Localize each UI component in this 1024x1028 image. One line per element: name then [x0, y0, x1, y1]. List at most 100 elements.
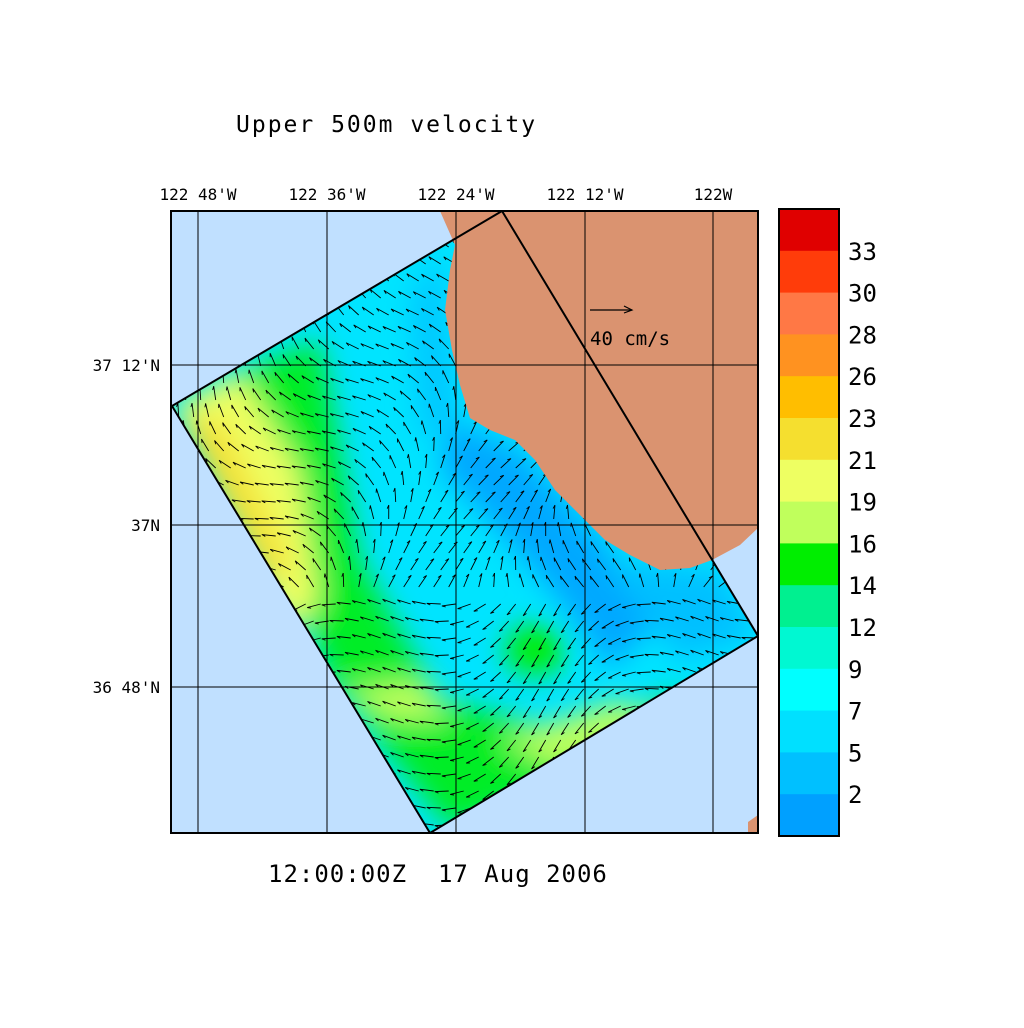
velocity-arrow — [576, 540, 585, 554]
velocity-arrow — [276, 499, 291, 503]
velocity-arrow — [424, 453, 428, 469]
velocity-arrow — [404, 617, 419, 622]
velocity-arrow — [538, 739, 547, 753]
plot-title: Upper 500m velocity — [236, 112, 537, 138]
lon-label: 122 36'W — [288, 185, 365, 204]
velocity-arrow — [375, 377, 389, 384]
velocity-arrow — [448, 472, 457, 486]
colorbar-label: 19 — [848, 489, 877, 517]
velocity-arrow — [269, 517, 284, 520]
velocity-arrow — [254, 482, 269, 486]
velocity-arrow — [255, 445, 269, 452]
velocity-arrow — [492, 572, 496, 588]
velocity-arrow — [336, 635, 351, 639]
velocity-arrow — [522, 705, 532, 719]
velocity-arrow — [540, 556, 547, 571]
velocity-arrow — [719, 617, 734, 622]
velocity-arrow — [545, 488, 552, 503]
velocity-arrow — [407, 373, 419, 384]
velocity-arrow — [498, 688, 510, 700]
velocity-arrow — [463, 541, 473, 554]
velocity-arrow — [295, 355, 307, 367]
velocity-arrow — [382, 598, 396, 605]
velocity-arrow — [365, 555, 369, 571]
velocity-arrow — [478, 474, 489, 486]
velocity-arrow — [226, 386, 232, 401]
velocity-arrow — [375, 488, 382, 503]
velocity-arrow — [241, 443, 254, 452]
velocity-arrow — [493, 539, 500, 554]
velocity-arrow — [428, 403, 435, 418]
velocity-arrow — [473, 773, 486, 782]
velocity-arrow — [404, 651, 419, 656]
velocity-arrow — [301, 375, 314, 384]
velocity-arrow — [531, 620, 540, 634]
velocity-arrow — [284, 447, 299, 452]
velocity-arrow — [588, 620, 600, 631]
velocity-arrow — [434, 688, 449, 692]
velocity-arrow — [518, 573, 525, 588]
velocity-arrow — [594, 671, 606, 681]
velocity-arrow — [418, 540, 427, 554]
velocity-arrow — [376, 409, 389, 418]
velocity-arrow — [446, 402, 450, 418]
velocity-arrow — [478, 439, 488, 452]
velocity-arrow — [498, 654, 510, 666]
velocity-arrow — [410, 557, 419, 571]
colorbar-label: 28 — [848, 321, 877, 349]
velocity-arrow — [433, 471, 440, 486]
velocity-arrow — [292, 530, 306, 537]
velocity-arrow — [248, 369, 255, 384]
velocity-arrow — [227, 441, 239, 452]
velocity-arrow — [574, 688, 585, 701]
velocity-arrow — [636, 671, 651, 675]
velocity-arrow — [490, 773, 502, 784]
velocity-arrow — [352, 395, 366, 401]
velocity-arrow — [302, 543, 314, 554]
velocity-arrow — [465, 654, 479, 662]
colorbar-label: 16 — [848, 530, 877, 558]
velocity-arrow — [261, 534, 276, 537]
velocity-field — [172, 211, 758, 833]
velocity-arrow — [411, 634, 426, 639]
velocity-arrow — [426, 670, 441, 674]
velocity-arrow — [515, 756, 525, 769]
velocity-arrow — [344, 617, 359, 622]
velocity-arrow — [441, 773, 456, 778]
velocity-arrow — [636, 637, 651, 641]
land-islet — [748, 815, 758, 833]
velocity-arrow — [397, 325, 411, 333]
velocity-arrow — [421, 307, 434, 316]
velocity-arrow — [388, 574, 396, 588]
velocity-arrow — [351, 506, 360, 520]
velocity-arrow — [605, 541, 615, 554]
velocity-arrow — [351, 702, 366, 707]
velocity-arrow — [436, 273, 449, 282]
velocity-arrow — [638, 573, 645, 588]
velocity-arrow — [531, 654, 540, 668]
velocity-arrow — [553, 705, 562, 719]
velocity-arrow — [452, 386, 457, 401]
velocity-arrow — [622, 671, 636, 677]
velocity-arrow — [673, 572, 677, 588]
velocity-arrow — [355, 539, 360, 554]
velocity-arrow — [434, 654, 449, 658]
velocity-arrow — [594, 603, 606, 613]
velocity-arrow — [382, 666, 396, 673]
colorbar-band — [779, 250, 839, 294]
velocity-arrow — [262, 427, 276, 435]
velocity-arrow — [426, 806, 441, 810]
velocity-arrow — [321, 637, 336, 641]
velocity-arrow — [431, 355, 442, 367]
velocity-arrow — [622, 637, 636, 643]
velocity-arrow — [644, 653, 659, 657]
colorbar-label: 7 — [848, 698, 862, 726]
velocity-arrow — [398, 290, 411, 299]
velocity-arrow — [470, 491, 481, 503]
velocity-arrow — [397, 633, 411, 639]
velocity-arrow — [410, 405, 420, 418]
lon-label: 122 48'W — [159, 185, 236, 204]
velocity-arrow — [419, 720, 434, 724]
velocity-arrow — [457, 739, 471, 746]
velocity-arrow — [588, 654, 600, 665]
